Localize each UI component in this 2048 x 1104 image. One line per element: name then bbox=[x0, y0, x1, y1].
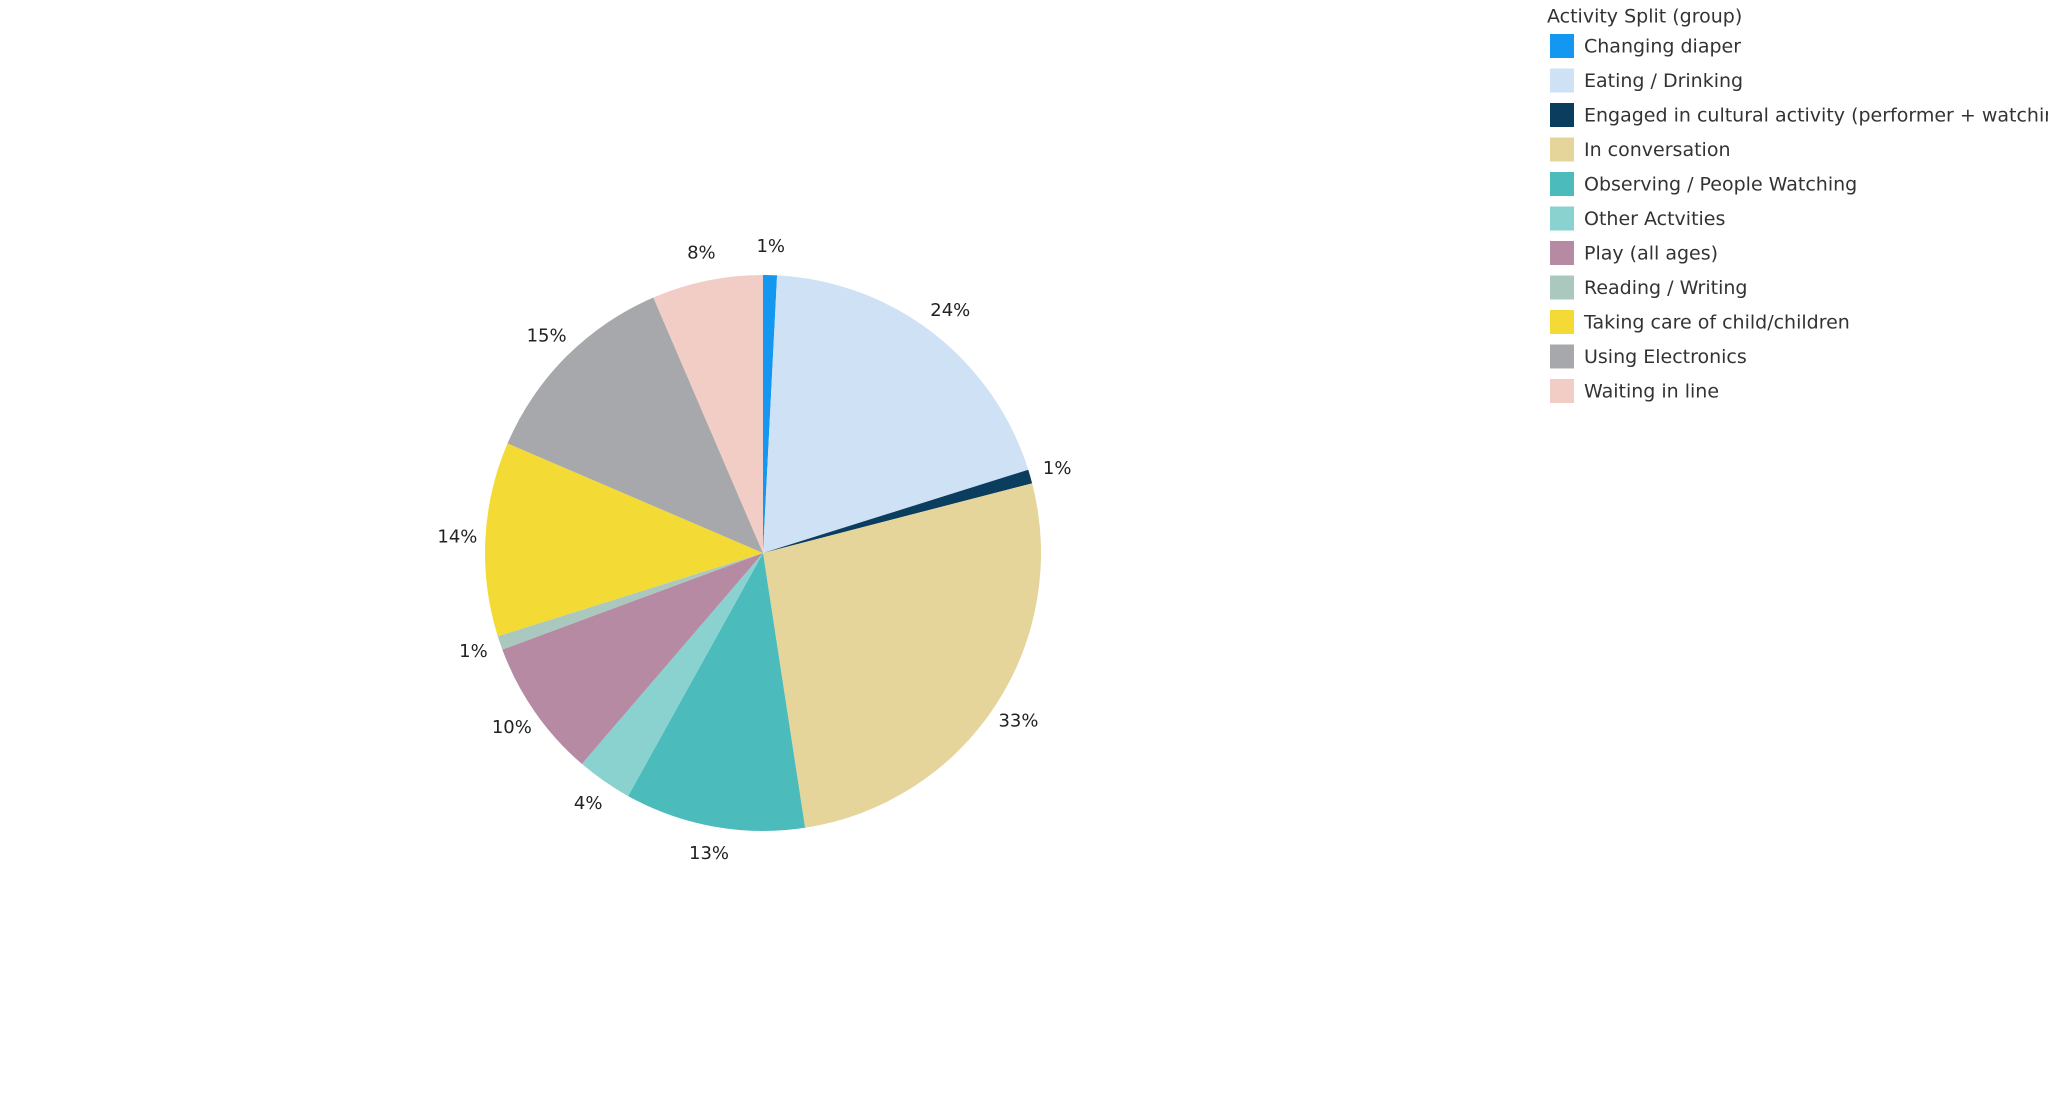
pie-slice bbox=[763, 469, 1033, 553]
data-label: 10% bbox=[492, 717, 532, 738]
legend-text: Play (all ages) bbox=[1584, 243, 1718, 265]
pie-slice bbox=[763, 275, 1029, 553]
legend-text: Using Electronics bbox=[1584, 346, 1747, 368]
data-label: 33% bbox=[998, 710, 1038, 731]
legend-text: Engaged in cultural activity (performer … bbox=[1584, 105, 2048, 127]
pie-slice bbox=[653, 275, 763, 553]
legend-swatch bbox=[1550, 137, 1574, 162]
data-label: 1% bbox=[1043, 458, 1072, 479]
legend-text: Changing diaper bbox=[1584, 36, 1741, 58]
pie-slice bbox=[763, 275, 778, 553]
legend-text: Other Actvities bbox=[1584, 208, 1725, 230]
legend-text: Waiting in line bbox=[1584, 381, 1719, 403]
data-label: 1% bbox=[459, 641, 488, 662]
pie-slice bbox=[581, 553, 763, 797]
pie-slice bbox=[763, 483, 1042, 828]
legend-text: Observing / People Watching bbox=[1584, 174, 1857, 196]
pie-slice bbox=[507, 297, 763, 553]
legend-swatch bbox=[1550, 241, 1574, 265]
pie-slice bbox=[485, 443, 763, 637]
data-label: 13% bbox=[689, 843, 729, 864]
legend-title: Activity Split (group) bbox=[1547, 6, 1742, 28]
data-label: 14% bbox=[437, 527, 477, 548]
legend-swatch bbox=[1550, 310, 1574, 334]
legend-text: Reading / Writing bbox=[1584, 277, 1747, 299]
legend-swatch bbox=[1550, 34, 1574, 58]
pie-slice bbox=[497, 553, 763, 650]
legend-text: In conversation bbox=[1584, 139, 1730, 161]
data-label: 24% bbox=[930, 300, 970, 321]
data-label: 15% bbox=[527, 326, 567, 347]
legend-swatch bbox=[1550, 103, 1574, 127]
legend-swatch bbox=[1550, 68, 1574, 93]
legend-swatch bbox=[1550, 344, 1574, 369]
data-label: 4% bbox=[574, 793, 603, 814]
legend-swatch bbox=[1550, 275, 1574, 300]
legend-swatch bbox=[1550, 172, 1574, 196]
legend-text: Eating / Drinking bbox=[1584, 70, 1743, 92]
pie-slice bbox=[628, 553, 806, 831]
data-label: 8% bbox=[687, 242, 716, 263]
legend-swatch bbox=[1550, 379, 1574, 403]
legend-text: Taking care of child/children bbox=[1583, 312, 1850, 334]
data-label: 1% bbox=[756, 236, 785, 257]
legend-swatch bbox=[1550, 206, 1574, 231]
pie-slice bbox=[502, 553, 763, 764]
